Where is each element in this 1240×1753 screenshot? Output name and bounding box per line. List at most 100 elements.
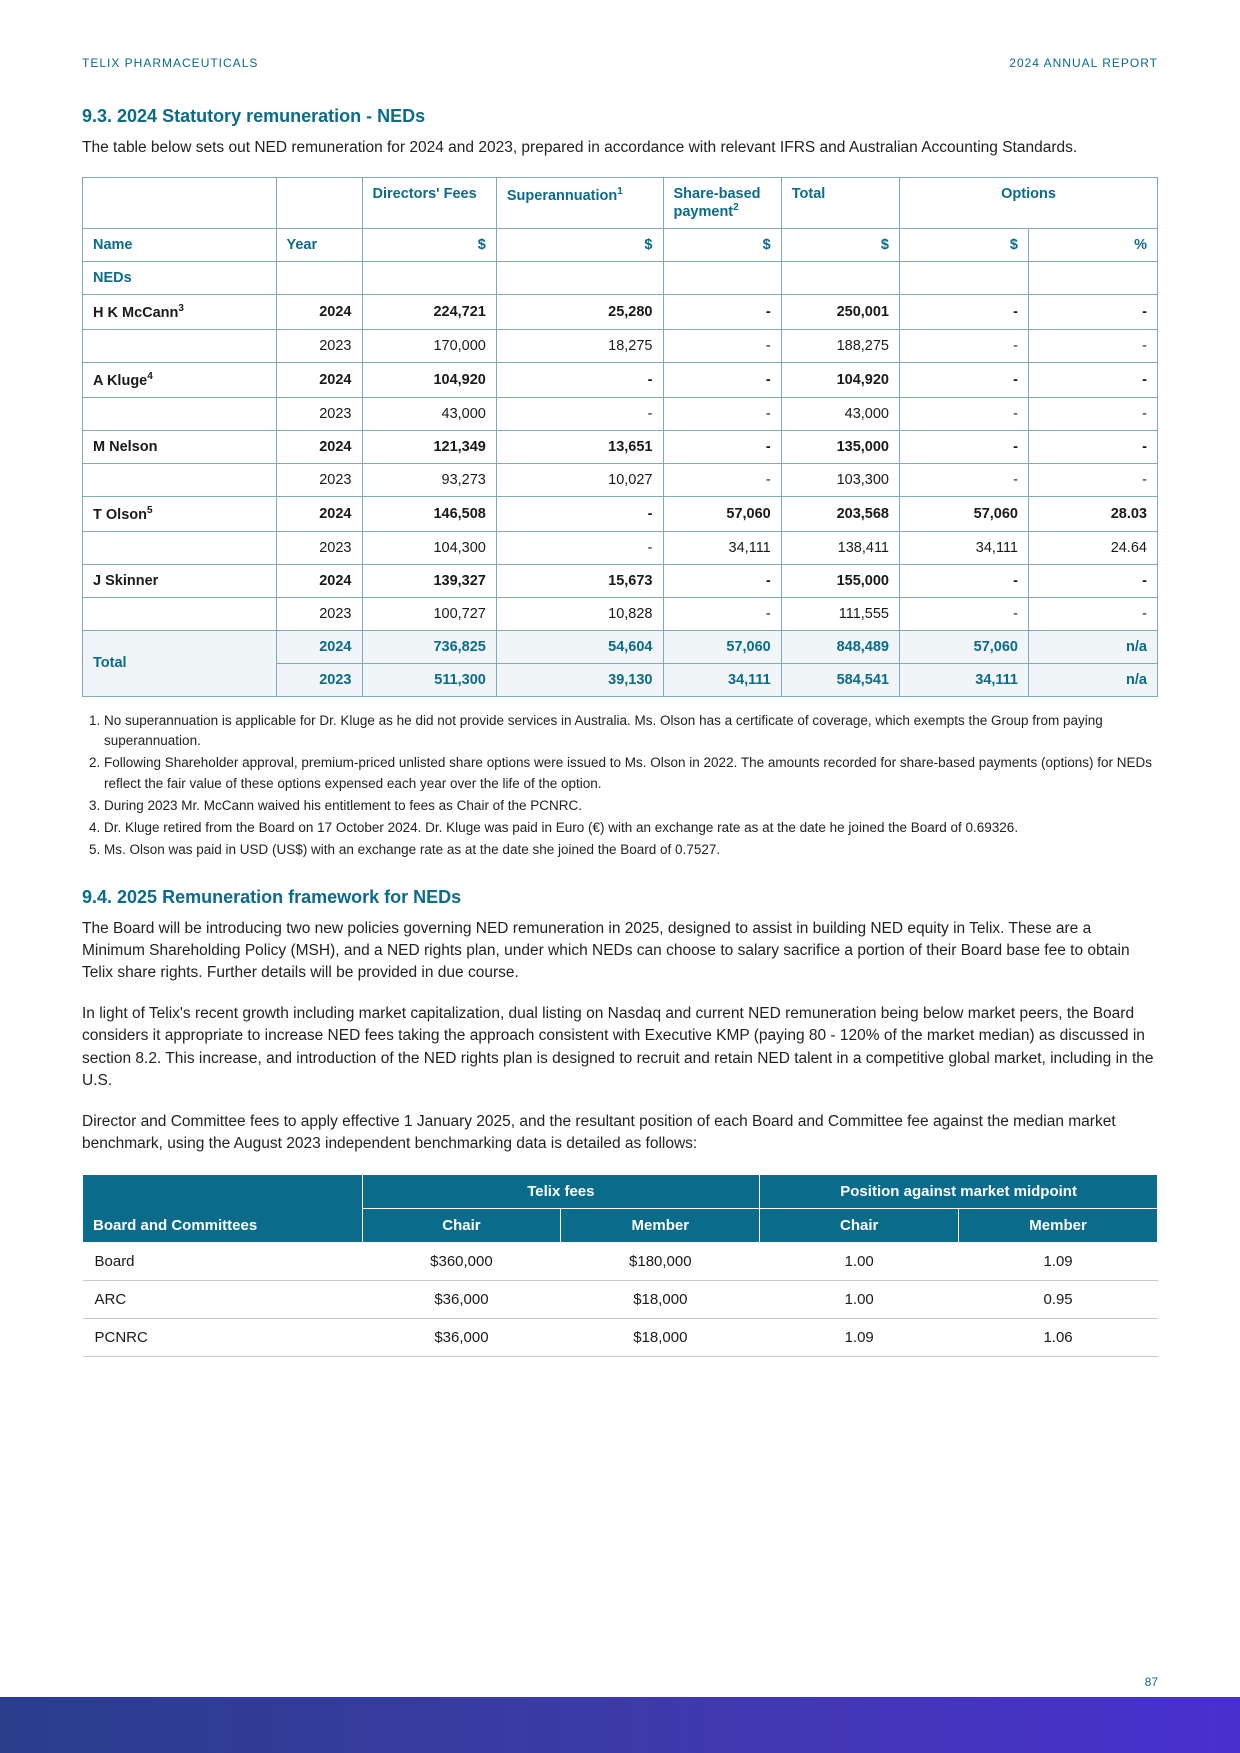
value-cell: 0.95	[959, 1280, 1158, 1318]
name-cell	[83, 463, 277, 496]
value-cell: 111,555	[781, 597, 899, 630]
th-c6: %	[1029, 229, 1158, 262]
value-cell: $180,000	[561, 1242, 760, 1280]
value-cell: -	[496, 496, 663, 531]
section-9-4-p3: Director and Committee fees to apply eff…	[82, 1111, 1158, 1156]
value-cell: -	[900, 397, 1029, 430]
value-cell: -	[1029, 363, 1158, 398]
total-row: Total2024736,82554,60457,060848,48957,06…	[83, 630, 1158, 663]
value-cell: 1.09	[959, 1242, 1158, 1280]
value-cell: 34,111	[900, 663, 1029, 696]
value-cell: -	[663, 564, 781, 597]
year-cell: 2024	[276, 295, 362, 330]
th-c4: $	[781, 229, 899, 262]
value-cell: -	[1029, 397, 1158, 430]
th-superannuation: Superannuation1	[496, 178, 663, 229]
year-cell: 2023	[276, 597, 362, 630]
year-cell: 2023	[276, 531, 362, 564]
th-directors-fees: Directors' Fees	[362, 178, 496, 229]
remuneration-table: Directors' Fees Superannuation1 Share-ba…	[82, 177, 1158, 696]
value-cell: 170,000	[362, 330, 496, 363]
year-cell: 2023	[276, 663, 362, 696]
th-share-based-note: 2	[733, 202, 739, 213]
th-share-based-label: Share-based payment	[674, 186, 761, 220]
name-cell: H K McCann3	[83, 295, 277, 330]
value-cell: 848,489	[781, 630, 899, 663]
th-share-based: Share-based payment2	[663, 178, 781, 229]
value-cell: -	[1029, 597, 1158, 630]
value-cell: -	[900, 564, 1029, 597]
value-cell: -	[900, 430, 1029, 463]
year-cell: 2023	[276, 397, 362, 430]
value-cell: 15,673	[496, 564, 663, 597]
value-cell: 39,130	[496, 663, 663, 696]
value-cell: -	[900, 597, 1029, 630]
value-cell: n/a	[1029, 663, 1158, 696]
th-fee-col: Member	[959, 1208, 1158, 1242]
value-cell: 135,000	[781, 430, 899, 463]
value-cell: -	[496, 397, 663, 430]
page-header: TELIX PHARMACEUTICALS 2024 ANNUAL REPORT	[82, 56, 1158, 70]
year-cell: 2024	[276, 630, 362, 663]
cell	[900, 262, 1029, 295]
value-cell: 188,275	[781, 330, 899, 363]
table-row: 2023170,00018,275-188,275--	[83, 330, 1158, 363]
table-row: 202343,000--43,000--	[83, 397, 1158, 430]
footnote-item: Dr. Kluge retired from the Board on 17 O…	[104, 818, 1158, 838]
cell	[276, 262, 362, 295]
neds-row: NEDs	[83, 262, 1158, 295]
value-cell: -	[900, 330, 1029, 363]
value-cell: 34,111	[663, 663, 781, 696]
value-cell: 1.06	[959, 1318, 1158, 1356]
value-cell: -	[663, 397, 781, 430]
value-cell: 57,060	[900, 496, 1029, 531]
cell	[496, 262, 663, 295]
value-cell: n/a	[1029, 630, 1158, 663]
value-cell: 1.09	[760, 1318, 959, 1356]
section-9-4-p2: In light of Telix's recent growth includ…	[82, 1003, 1158, 1093]
value-cell: 139,327	[362, 564, 496, 597]
th-c2: $	[496, 229, 663, 262]
name-cell: M Nelson	[83, 430, 277, 463]
table-row: A Kluge42024104,920--104,920--	[83, 363, 1158, 398]
page-number: 87	[1145, 1675, 1158, 1689]
th-total: Total	[781, 178, 899, 229]
value-cell: 100,727	[362, 597, 496, 630]
value-cell: -	[1029, 330, 1158, 363]
value-cell: 203,568	[781, 496, 899, 531]
value-cell: -	[1029, 564, 1158, 597]
value-cell: 10,027	[496, 463, 663, 496]
table-row: ARC$36,000$18,0001.000.95	[83, 1280, 1158, 1318]
value-cell: 146,508	[362, 496, 496, 531]
value-cell: 34,111	[663, 531, 781, 564]
value-cell: 43,000	[781, 397, 899, 430]
table-row: 2023104,300-34,111138,41134,11124.64	[83, 531, 1158, 564]
table-row: M Nelson2024121,34913,651-135,000--	[83, 430, 1158, 463]
value-cell: -	[900, 363, 1029, 398]
value-cell: $36,000	[362, 1318, 561, 1356]
footnotes-list: No superannuation is applicable for Dr. …	[82, 711, 1158, 861]
value-cell: $36,000	[362, 1280, 561, 1318]
value-cell: 93,273	[362, 463, 496, 496]
footnote-item: Ms. Olson was paid in USD (US$) with an …	[104, 840, 1158, 860]
value-cell: 104,920	[781, 363, 899, 398]
value-cell: 1.00	[760, 1280, 959, 1318]
name-cell	[83, 531, 277, 564]
th-c3: $	[663, 229, 781, 262]
cell	[781, 262, 899, 295]
th-c1: $	[362, 229, 496, 262]
value-cell: -	[663, 363, 781, 398]
table-row: 202393,27310,027-103,300--	[83, 463, 1158, 496]
table-row: Board$360,000$180,0001.001.09	[83, 1242, 1158, 1280]
footer-bar	[0, 1697, 1240, 1753]
section-9-4-title: 9.4. 2025 Remuneration framework for NED…	[82, 887, 1158, 908]
name-cell	[83, 397, 277, 430]
section-9-4-p1: The Board will be introducing two new po…	[82, 918, 1158, 985]
value-cell: 57,060	[663, 630, 781, 663]
th-name: Name	[83, 229, 277, 262]
name-cell: T Olson5	[83, 496, 277, 531]
value-cell: 224,721	[362, 295, 496, 330]
row-label: PCNRC	[83, 1318, 363, 1356]
th-fee-col: Chair	[760, 1208, 959, 1242]
th-blank1	[83, 178, 277, 229]
